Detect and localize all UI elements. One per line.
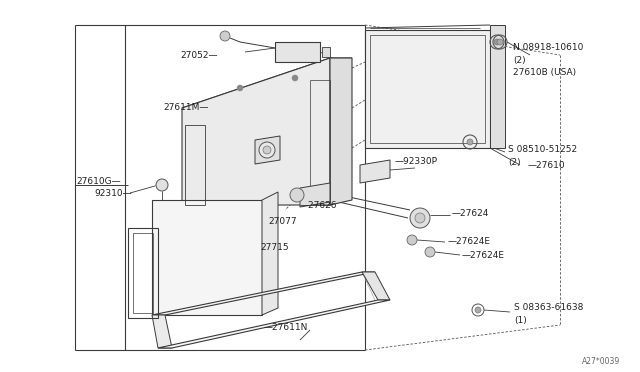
- Polygon shape: [360, 160, 390, 183]
- Circle shape: [407, 235, 417, 245]
- Text: —27626: —27626: [300, 201, 337, 209]
- Polygon shape: [365, 25, 490, 28]
- Polygon shape: [262, 192, 278, 315]
- Text: 27077: 27077: [268, 218, 296, 227]
- Circle shape: [467, 139, 473, 145]
- Text: —27611N: —27611N: [264, 324, 308, 333]
- Text: 27715: 27715: [260, 244, 289, 253]
- Text: (2): (2): [508, 157, 520, 167]
- Text: 92310—: 92310—: [94, 189, 132, 198]
- Circle shape: [220, 31, 230, 41]
- Text: —27624: —27624: [452, 208, 490, 218]
- Polygon shape: [255, 136, 280, 164]
- Text: (2): (2): [513, 55, 525, 64]
- Polygon shape: [362, 272, 390, 300]
- Text: A27*0039: A27*0039: [582, 357, 620, 366]
- Polygon shape: [152, 200, 262, 315]
- Polygon shape: [158, 300, 390, 348]
- Circle shape: [237, 85, 243, 91]
- Polygon shape: [275, 42, 320, 62]
- Text: (1): (1): [514, 317, 527, 326]
- Circle shape: [494, 39, 500, 45]
- Circle shape: [156, 179, 168, 191]
- Circle shape: [497, 39, 503, 45]
- Polygon shape: [330, 58, 352, 205]
- Text: 27611M—: 27611M—: [163, 103, 209, 112]
- Polygon shape: [152, 272, 375, 315]
- Text: 27610G—: 27610G—: [76, 177, 120, 186]
- Polygon shape: [182, 58, 352, 108]
- Text: —92330P: —92330P: [395, 157, 438, 167]
- Circle shape: [475, 307, 481, 313]
- Text: —27610: —27610: [528, 160, 566, 170]
- Circle shape: [263, 146, 271, 154]
- Text: —27624E: —27624E: [462, 251, 505, 260]
- Text: 27610B (USA): 27610B (USA): [513, 68, 576, 77]
- Text: 27052—: 27052—: [180, 51, 218, 60]
- Circle shape: [415, 213, 425, 223]
- Circle shape: [410, 208, 430, 228]
- Text: S 08510-51252: S 08510-51252: [508, 145, 577, 154]
- Polygon shape: [152, 315, 172, 348]
- Polygon shape: [490, 25, 505, 148]
- Circle shape: [425, 247, 435, 257]
- Polygon shape: [300, 183, 330, 207]
- Polygon shape: [182, 58, 330, 205]
- Circle shape: [290, 188, 304, 202]
- Text: —27624E: —27624E: [448, 237, 491, 246]
- Polygon shape: [322, 47, 330, 57]
- Polygon shape: [365, 30, 490, 148]
- Text: N 08918-10610: N 08918-10610: [513, 44, 584, 52]
- Text: S 08363-61638: S 08363-61638: [514, 304, 584, 312]
- Circle shape: [259, 142, 275, 158]
- Circle shape: [292, 75, 298, 81]
